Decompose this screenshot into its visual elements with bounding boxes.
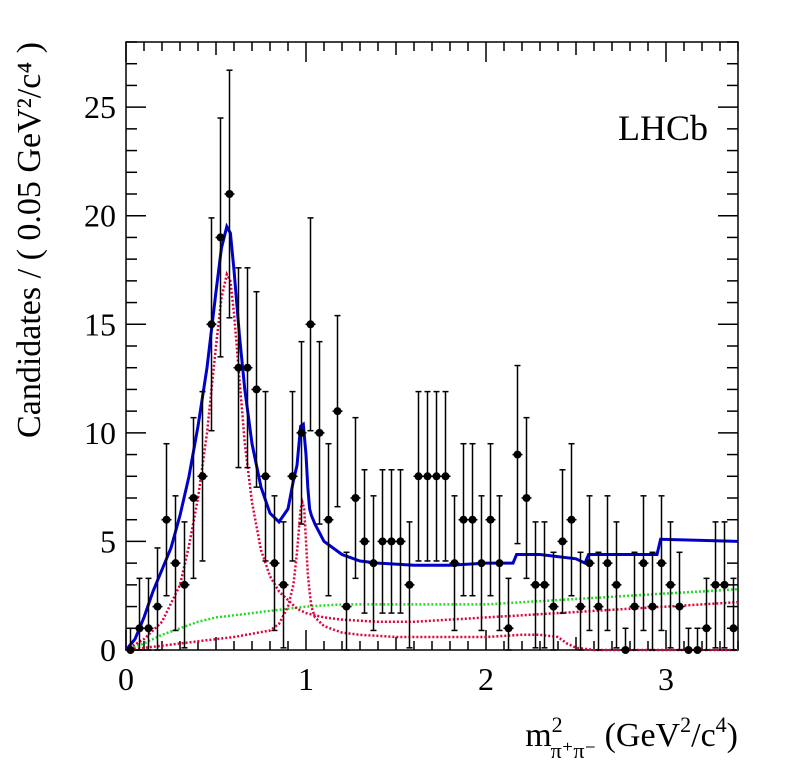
data-point — [387, 537, 396, 546]
total-fit-curve — [124, 222, 739, 651]
x-axis-title-sup: 2 — [552, 712, 563, 737]
experiment-label: LHCb — [618, 108, 708, 148]
data-point — [216, 233, 225, 242]
data-point — [729, 624, 738, 633]
data-point — [468, 515, 477, 524]
data-point — [198, 472, 207, 481]
data-point — [567, 515, 576, 524]
data-point — [162, 515, 171, 524]
data-point — [369, 559, 378, 568]
data-point — [153, 602, 162, 611]
data-point — [423, 472, 432, 481]
x-axis-title-unit-sup2: 4 — [716, 712, 727, 737]
data-points — [125, 69, 739, 654]
data-point — [144, 624, 153, 633]
data-point — [135, 624, 144, 633]
data-point — [405, 580, 414, 589]
data-point — [396, 537, 405, 546]
data-point — [288, 472, 297, 481]
y-tick-label: 0 — [100, 632, 116, 668]
data-point — [576, 602, 585, 611]
data-point — [180, 580, 189, 589]
data-point — [585, 559, 594, 568]
data-point — [351, 494, 360, 502]
data-point — [126, 646, 135, 654]
data-point — [477, 559, 486, 568]
data-point — [639, 559, 648, 568]
fit-curves — [124, 222, 739, 652]
x-tick-label: 2 — [478, 661, 494, 697]
data-point — [603, 559, 612, 568]
data-point — [378, 537, 387, 546]
data-point — [342, 602, 351, 611]
data-point — [450, 559, 459, 568]
data-point — [486, 515, 495, 524]
data-point — [459, 515, 468, 524]
background-curve — [125, 587, 739, 652]
data-point — [693, 646, 702, 654]
data-point — [261, 472, 270, 481]
f0-component-curve — [125, 497, 738, 652]
data-point — [657, 559, 666, 568]
y-tick-label: 25 — [84, 89, 116, 125]
x-axis-title-sub: π⁺π⁻ — [551, 738, 596, 763]
tick-labels: 0 1 2 3 0 5 10 15 20 25 — [84, 89, 674, 697]
data-point — [648, 602, 657, 611]
x-axis-title-unit: (GeV — [596, 717, 680, 754]
y-tick-label: 20 — [84, 198, 116, 234]
x-axis-title: m2 π⁺π⁻ (GeV2/c4) — [525, 712, 738, 763]
data-point — [621, 646, 630, 654]
data-point — [630, 602, 639, 611]
rho-component-curve — [125, 270, 739, 652]
data-point — [243, 363, 252, 372]
data-point — [522, 494, 531, 502]
data-point — [531, 580, 540, 589]
data-point — [189, 494, 198, 502]
data-point — [432, 472, 441, 481]
data-point — [234, 363, 243, 372]
data-point — [333, 407, 342, 416]
data-point — [711, 580, 720, 589]
data-point — [225, 190, 234, 198]
data-point — [495, 559, 504, 568]
data-point — [549, 602, 558, 611]
data-point — [207, 320, 216, 329]
data-point — [360, 537, 369, 546]
data-point — [612, 580, 621, 589]
data-point — [720, 580, 729, 589]
y-axis-title: Candidates / ( 0.05 GeV²/c⁴ ) — [11, 42, 48, 438]
x-tick-label: 3 — [658, 661, 674, 697]
data-point — [504, 624, 513, 633]
data-point — [414, 472, 423, 481]
data-point — [666, 580, 675, 589]
data-point — [297, 428, 306, 437]
data-point — [324, 515, 333, 524]
data-point — [558, 537, 567, 546]
data-point — [675, 602, 684, 611]
data-point — [702, 624, 711, 633]
x-axis-title-unit-sup: 2 — [680, 712, 691, 737]
data-point — [306, 320, 315, 329]
x-tick-label: 1 — [298, 661, 314, 697]
y-tick-label: 5 — [100, 523, 116, 559]
data-point — [540, 580, 549, 589]
x-axis-title-main: m — [525, 717, 551, 754]
x-axis-title-close: ) — [727, 717, 738, 754]
y-tick-label: 10 — [84, 415, 116, 451]
data-point — [279, 580, 288, 589]
data-point — [252, 385, 261, 394]
data-point — [171, 559, 180, 568]
data-point — [270, 559, 279, 568]
y-tick-label: 15 — [84, 306, 116, 342]
data-point — [315, 428, 324, 437]
data-point — [594, 602, 603, 611]
data-point — [684, 646, 693, 654]
data-point — [513, 450, 522, 459]
data-point — [441, 472, 450, 481]
x-tick-label: 0 — [118, 661, 134, 697]
x-axis-title-unit-den: /c — [691, 717, 716, 754]
